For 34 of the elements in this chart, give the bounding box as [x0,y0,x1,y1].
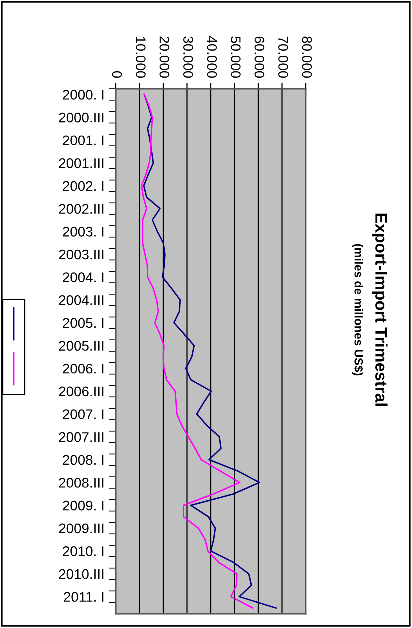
y-tick-label: 2009.III [59,524,104,534]
y-tick-label: 2007. I [63,410,104,420]
x-tick-label: 10.000 [136,37,146,78]
x-tick-label: 60.000 [254,36,265,78]
x-tick-label: 20.000 [160,36,170,78]
x-tick-label: 0 [112,71,122,78]
x-tick-label: 40.000 [207,36,218,78]
y-tick-label: 2010.III [59,569,104,580]
text: Export-Import Trimestral [372,214,388,406]
y-tick-label: 2001. I [63,136,104,146]
y-tick-label: 2006. I [63,364,104,374]
y-tick-label: 2007.III [59,432,104,442]
y-tick-label: 2010. I [63,546,104,556]
y-tick-label: 2002. I [63,181,104,192]
y-tick-label: 2004.III [59,295,104,306]
x-tick-label: 50.000 [231,36,241,78]
y-tick-label: 2001.III [59,158,104,168]
x-tick-label: 80.000 [302,36,312,78]
y-tick-label: 2002.III [59,204,104,214]
y-tick-label: 2003. I [63,226,104,237]
y-tick-label: 2009. I [63,500,104,511]
x-tick-label: 70.000 [278,36,288,78]
y-tick-label: 2008. I [63,455,104,466]
y-tick-label: 2005. I [63,318,104,328]
y-tick-label: 2006.III [59,386,104,397]
text: (miles de millones US$) [352,244,364,376]
y-tick-label: 2008.III [59,478,104,488]
y-tick-label: 2000. I [63,90,104,100]
y-tick-label: 2003.III [59,250,104,260]
y-tick-label: 2004. I [63,272,104,282]
y-tick-label: 2011. I [64,592,104,602]
y-tick-label: 2005.III [59,341,104,351]
x-tick-label: 30.000 [184,36,194,78]
y-tick-label: 2000.III [59,112,104,123]
